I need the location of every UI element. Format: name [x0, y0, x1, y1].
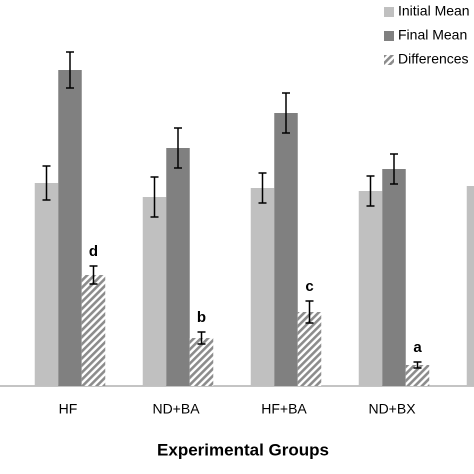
error-bar: [174, 127, 182, 169]
error-bar: [42, 165, 51, 201]
bar: [297, 312, 322, 386]
bar: [382, 169, 406, 386]
error-bar: [197, 331, 206, 345]
significance-label: a: [413, 339, 422, 356]
error-bar: [390, 153, 398, 185]
error-bar: [366, 175, 375, 207]
legend-swatch: [384, 7, 394, 17]
x-axis-title: Experimental Groups: [157, 440, 329, 459]
bar: [274, 113, 298, 386]
legend-label: Final Mean: [398, 27, 467, 43]
bar: [358, 191, 383, 386]
significance-label: b: [197, 309, 206, 326]
bar: [189, 338, 214, 386]
bar: [58, 70, 82, 386]
bar: [250, 188, 275, 386]
bar: [466, 186, 474, 386]
x-tick-label: HF+BA: [261, 401, 307, 417]
error-bar: [258, 172, 267, 204]
significance-label: d: [89, 243, 98, 260]
legend-swatch: [384, 31, 394, 41]
bar: [81, 275, 106, 386]
x-tick-label: HF: [59, 401, 78, 417]
legend-swatch: [384, 55, 394, 65]
error-bar: [66, 51, 74, 89]
error-bar: [413, 361, 422, 369]
bar: [166, 148, 190, 386]
x-tick-label: ND+BA: [152, 401, 200, 417]
legend-label: Initial Mean: [398, 3, 470, 19]
bar: [142, 197, 167, 386]
x-tick-label: ND+BX: [368, 401, 416, 417]
error-bar: [150, 176, 159, 218]
error-bar: [305, 300, 314, 324]
error-bar: [282, 92, 290, 134]
error-bar: [89, 265, 98, 285]
legend-label: Differences: [398, 51, 469, 67]
bar: [34, 183, 59, 386]
bar: [405, 365, 430, 386]
significance-label: c: [305, 278, 313, 295]
